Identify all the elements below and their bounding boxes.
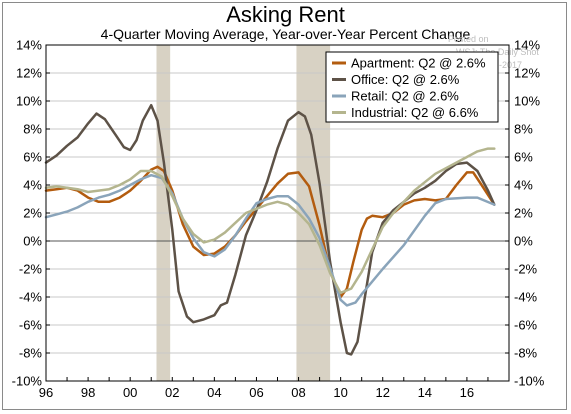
watermark-line-1: Posted on bbox=[448, 34, 489, 44]
ytick-label-right: 4% bbox=[514, 178, 533, 193]
ytick-label-left: -8% bbox=[19, 346, 43, 361]
ytick-label-right: -8% bbox=[514, 346, 538, 361]
legend-label: Office: Q2 @ 2.6% bbox=[351, 72, 460, 87]
ytick-label-right: 12% bbox=[514, 66, 540, 81]
chart-subtitle: 4-Quarter Moving Average, Year-over-Year… bbox=[100, 26, 471, 42]
xtick-label: 12 bbox=[375, 385, 389, 400]
ytick-label-right: -10% bbox=[514, 374, 545, 389]
ytick-label-left: 0% bbox=[23, 234, 42, 249]
ytick-label-right: -4% bbox=[514, 290, 538, 305]
axes bbox=[45, 44, 510, 382]
xtick-label: 00 bbox=[123, 385, 137, 400]
xtick-label: 14 bbox=[418, 385, 432, 400]
ytick-label-left: 6% bbox=[23, 150, 42, 165]
ytick-label-right: -6% bbox=[514, 318, 538, 333]
series-lines bbox=[44, 103, 496, 356]
xtick-label: 08 bbox=[291, 385, 305, 400]
series-line-0 bbox=[44, 165, 496, 299]
ytick-label-left: -4% bbox=[19, 290, 43, 305]
ytick-label-right: 8% bbox=[514, 122, 533, 137]
legend-label: Industrial: Q2 @ 6.6% bbox=[351, 105, 479, 120]
xtick-label: 16 bbox=[460, 385, 474, 400]
ytick-label-left: 12% bbox=[16, 66, 42, 81]
ytick-label-left: -2% bbox=[19, 262, 43, 277]
xtick-label: 98 bbox=[81, 385, 95, 400]
chart-title: Asking Rent bbox=[226, 2, 345, 27]
series-line-2 bbox=[44, 173, 496, 307]
xtick-label: 10 bbox=[333, 385, 347, 400]
xtick-label: 96 bbox=[39, 385, 53, 400]
xtick-label: 06 bbox=[249, 385, 263, 400]
legend-box bbox=[325, 51, 499, 123]
ytick-label-left: 14% bbox=[16, 38, 42, 53]
ytick-label-left: -10% bbox=[12, 374, 43, 389]
series-line-1 bbox=[44, 103, 496, 356]
ytick-label-right: 6% bbox=[514, 150, 533, 165]
ytick-label-left: 10% bbox=[16, 94, 42, 109]
ytick-label-right: 10% bbox=[514, 94, 540, 109]
xtick-label: 04 bbox=[207, 385, 221, 400]
ytick-label-left: -6% bbox=[19, 318, 43, 333]
series-line-3 bbox=[44, 147, 496, 295]
ytick-label-left: 2% bbox=[23, 206, 42, 221]
legend-label: Apartment: Q2 @ 2.6% bbox=[351, 56, 486, 71]
ytick-label-right: 0% bbox=[514, 234, 533, 249]
legend: Apartment: Q2 @ 2.6%Office: Q2 @ 2.6% Ret… bbox=[325, 51, 499, 123]
xtick-label: 02 bbox=[165, 385, 179, 400]
ytick-label-left: 8% bbox=[23, 122, 42, 137]
ytick-label-left: 4% bbox=[23, 178, 42, 193]
ytick-label-right: 14% bbox=[514, 38, 540, 53]
tick-labels: -10% -10% -8% -8% -6% -6% -4% -4% -2% -2% 0% 0% 2% 2%… bbox=[12, 38, 545, 401]
ytick-label-right: -2% bbox=[514, 262, 538, 277]
legend-label: Retail: Q2 @ 2.6% bbox=[351, 89, 459, 104]
ytick-label-right: 2% bbox=[514, 206, 533, 221]
